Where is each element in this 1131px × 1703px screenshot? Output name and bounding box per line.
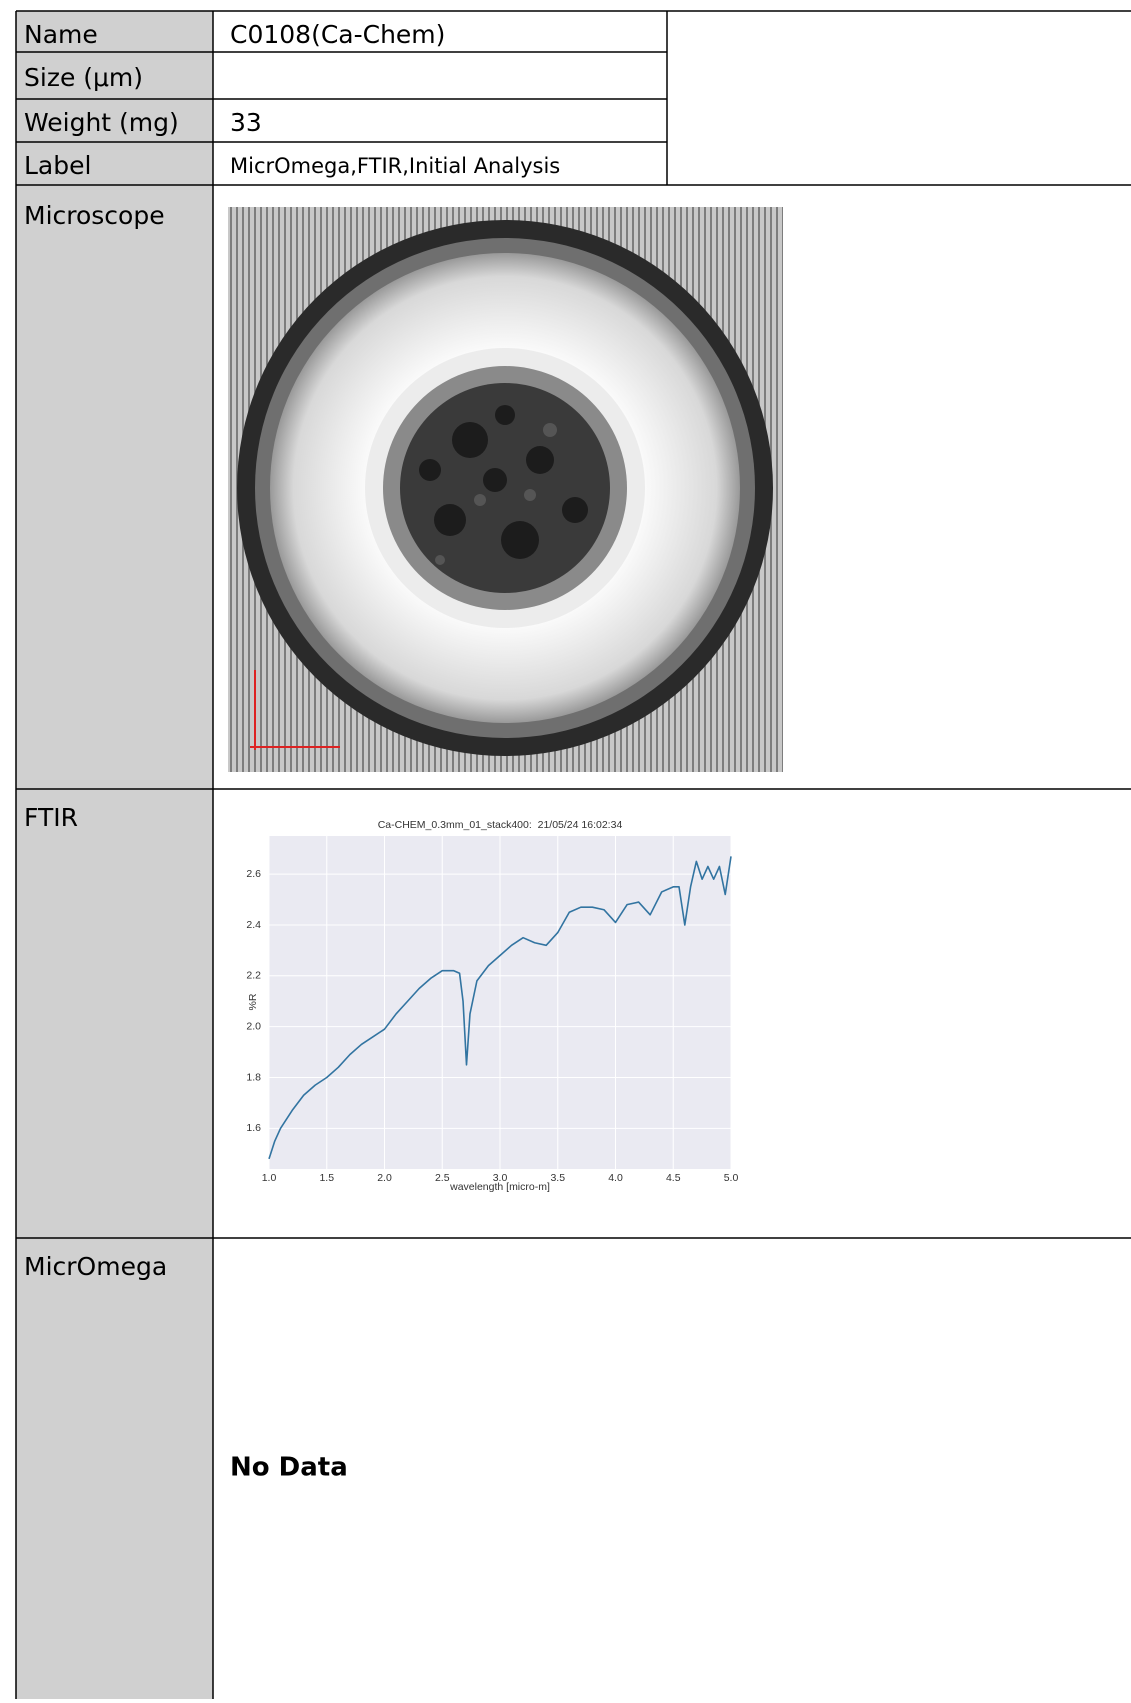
x-tick-label: 5.0 [724, 1172, 739, 1184]
row-value: MicrOmega,FTIR,Initial Analysis [230, 154, 560, 178]
row-label: FTIR [24, 803, 78, 832]
x-axis-label: wavelength [micro-m] [449, 1181, 550, 1193]
row-value: C0108(Ca-Chem) [230, 20, 445, 49]
x-tick-label: 2.5 [435, 1172, 450, 1184]
row-label: Weight (mg) [24, 108, 179, 137]
x-tick-label: 3.0 [493, 1172, 508, 1184]
no-data: No Data [230, 1453, 348, 1483]
y-tick-label: 1.6 [246, 1122, 261, 1134]
y-axis-label: %R [247, 993, 259, 1010]
table-borders [15, 10, 1131, 1699]
spectrum-line [268, 856, 732, 1160]
chart-title: Ca-CHEM_0.3mm_01_stack400: 21/05/24 16:0… [378, 819, 623, 831]
y-tick-label: 2.0 [246, 1020, 261, 1032]
x-tick-label: 3.5 [550, 1172, 565, 1184]
x-tick-label: 4.5 [666, 1172, 681, 1184]
row-label: Microscope [24, 201, 165, 230]
row-label: Label [24, 151, 91, 180]
x-tick-label: 2.0 [377, 1172, 392, 1184]
x-tick-label: 1.5 [319, 1172, 334, 1184]
row-label: Size (μm) [24, 63, 143, 92]
y-tick-label: 2.2 [246, 970, 261, 982]
row-label: Name [24, 20, 98, 49]
x-tick-label: 1.0 [262, 1172, 277, 1184]
label-column [16, 11, 213, 1699]
y-tick-label: 2.6 [246, 868, 261, 880]
x-tick-label: 4.0 [608, 1172, 623, 1184]
y-tick-label: 1.8 [246, 1071, 261, 1083]
row-label: MicrOmega [24, 1252, 167, 1281]
microscope-image [228, 207, 783, 772]
row-value: 33 [230, 108, 262, 137]
ftir-chart: Ca-CHEM_0.3mm_01_stack400: 21/05/24 16:0… [246, 819, 738, 1193]
y-tick-label: 2.4 [246, 919, 261, 931]
